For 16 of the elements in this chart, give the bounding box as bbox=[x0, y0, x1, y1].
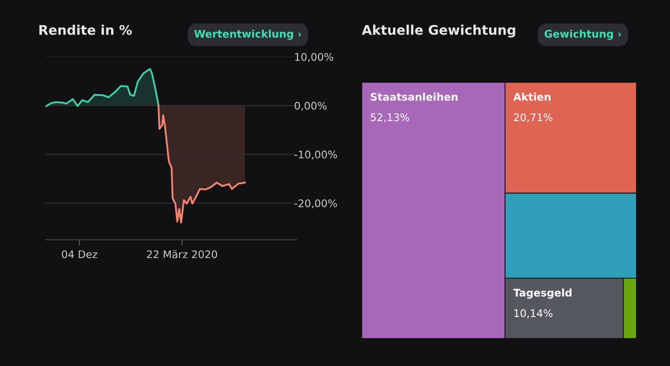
x-tick-label: 04 Dez bbox=[62, 250, 98, 258]
category-label: Tagesgeld bbox=[513, 288, 572, 299]
x-tick-label: 22 März 2020 bbox=[147, 250, 218, 258]
category-label: Staatsanleihen bbox=[370, 92, 458, 101]
text: Aktuelle Gewichtung bbox=[362, 24, 516, 38]
text: Wertentwicklung › bbox=[194, 30, 302, 40]
text: Gewichtung › bbox=[544, 30, 621, 40]
chart-title: Rendite in % bbox=[39, 24, 132, 35]
category-label: Aktien bbox=[513, 92, 550, 101]
y-tick-label: -20,00% bbox=[294, 199, 337, 208]
data-label: 10,14% bbox=[514, 309, 552, 318]
y-tick-label: 0,00% bbox=[294, 102, 327, 111]
data-label: 52,13% bbox=[370, 113, 410, 122]
data-label: 20,71% bbox=[514, 113, 552, 122]
y-tick-label: 10,00% bbox=[295, 52, 334, 62]
y-tick-label: -10,00% bbox=[294, 150, 337, 160]
